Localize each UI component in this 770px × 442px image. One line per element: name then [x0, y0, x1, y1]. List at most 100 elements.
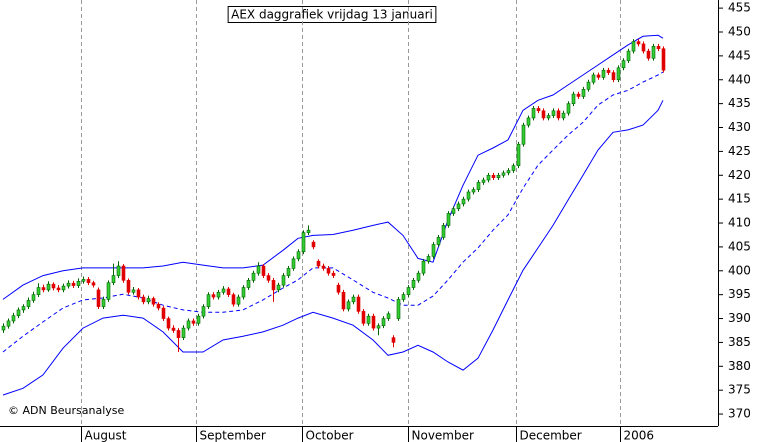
candle-body	[386, 313, 391, 319]
candle-body	[211, 294, 216, 298]
candle-body	[321, 265, 326, 269]
candle-body	[376, 325, 381, 329]
candle-body	[416, 272, 421, 281]
candle-body	[561, 112, 566, 119]
candle-body	[306, 229, 311, 233]
candle-body	[46, 283, 51, 291]
candle-body	[226, 288, 231, 295]
candle-body	[426, 256, 431, 262]
candle-body	[216, 291, 221, 298]
y-tick-label: 415	[728, 192, 751, 206]
candle-body	[501, 172, 506, 176]
candle-body	[11, 315, 16, 322]
candle-body	[176, 330, 181, 338]
candle-body	[506, 170, 511, 174]
candle-body	[231, 294, 236, 305]
candle-body	[101, 299, 106, 307]
candle-body	[636, 41, 641, 45]
candle-body	[316, 260, 321, 267]
candle-body	[281, 275, 286, 286]
candle-body	[271, 280, 276, 291]
candle-body	[361, 311, 366, 324]
candle-body	[206, 294, 211, 307]
candle-body	[276, 284, 281, 291]
candle-body	[131, 289, 136, 293]
x-tick-label: 2006	[624, 429, 655, 442]
candle-body	[651, 46, 656, 59]
candle-body	[6, 320, 11, 327]
candle-body	[111, 275, 116, 284]
y-tick-label: 435	[728, 96, 751, 110]
candle-body	[336, 284, 341, 293]
candle-body	[166, 318, 171, 329]
candle-body	[256, 265, 261, 274]
candle-body	[171, 327, 176, 331]
candle-body	[91, 282, 96, 286]
candle-body	[266, 275, 271, 281]
candle-body	[66, 282, 71, 287]
candle-body	[236, 296, 241, 305]
candle-body	[346, 301, 351, 310]
candle-body	[16, 309, 21, 316]
candle-body	[586, 81, 591, 90]
candle-body	[56, 287, 61, 291]
candle-body	[611, 72, 616, 81]
candle-body	[466, 191, 471, 200]
candle-body	[591, 74, 596, 83]
credit: © ADN Beursanalyse	[8, 404, 125, 417]
y-tick-label: 445	[728, 48, 751, 62]
candle-body	[116, 265, 121, 276]
x-tick-label: August	[85, 429, 127, 442]
band-line	[2, 34, 664, 300]
x-tick-label: September	[200, 429, 266, 442]
chart-title: AEX daggrafiek vrijdag 13 januari	[231, 8, 433, 22]
candle-body	[436, 237, 441, 245]
candle-body	[511, 165, 516, 171]
y-tick-label: 440	[728, 72, 751, 86]
candle-body	[646, 50, 651, 59]
candle-body	[486, 174, 491, 181]
x-tick-label: October	[306, 429, 354, 442]
candle-body	[341, 291, 346, 310]
y-tick-label: 380	[728, 359, 751, 373]
candle-body	[186, 320, 191, 329]
candle-body	[326, 268, 331, 274]
candle-body	[396, 299, 401, 319]
candle-body	[31, 294, 36, 301]
candle-body	[521, 124, 526, 145]
candle-body	[626, 50, 631, 61]
y-tick-label: 420	[728, 168, 751, 182]
candle-body	[146, 298, 151, 303]
candle-body	[546, 115, 551, 119]
candle-body	[121, 265, 126, 281]
candle-body	[451, 208, 456, 214]
candle-body	[106, 282, 111, 300]
title-box	[227, 6, 437, 23]
candle-body	[61, 285, 66, 291]
y-tick-label: 410	[728, 216, 751, 230]
candle-body	[516, 143, 521, 167]
y-tick-label: 425	[728, 144, 751, 158]
y-tick-label: 450	[728, 24, 751, 38]
candle-body	[136, 289, 141, 298]
candle-body	[71, 282, 76, 286]
candle-body	[596, 74, 601, 78]
x-tick-label: November	[412, 429, 474, 442]
band-line	[2, 71, 664, 353]
candle-body	[251, 272, 256, 281]
candle-body	[366, 315, 371, 324]
band-line	[2, 100, 664, 396]
candle-body	[241, 287, 246, 298]
candle-body	[286, 268, 291, 276]
candle-body	[581, 89, 586, 97]
candle-body	[471, 189, 476, 193]
candle-body	[81, 279, 86, 282]
candle-body	[261, 265, 266, 276]
candle-body	[96, 289, 101, 307]
candle-body	[621, 60, 626, 69]
candle-body	[301, 232, 306, 252]
candle-body	[246, 280, 251, 288]
